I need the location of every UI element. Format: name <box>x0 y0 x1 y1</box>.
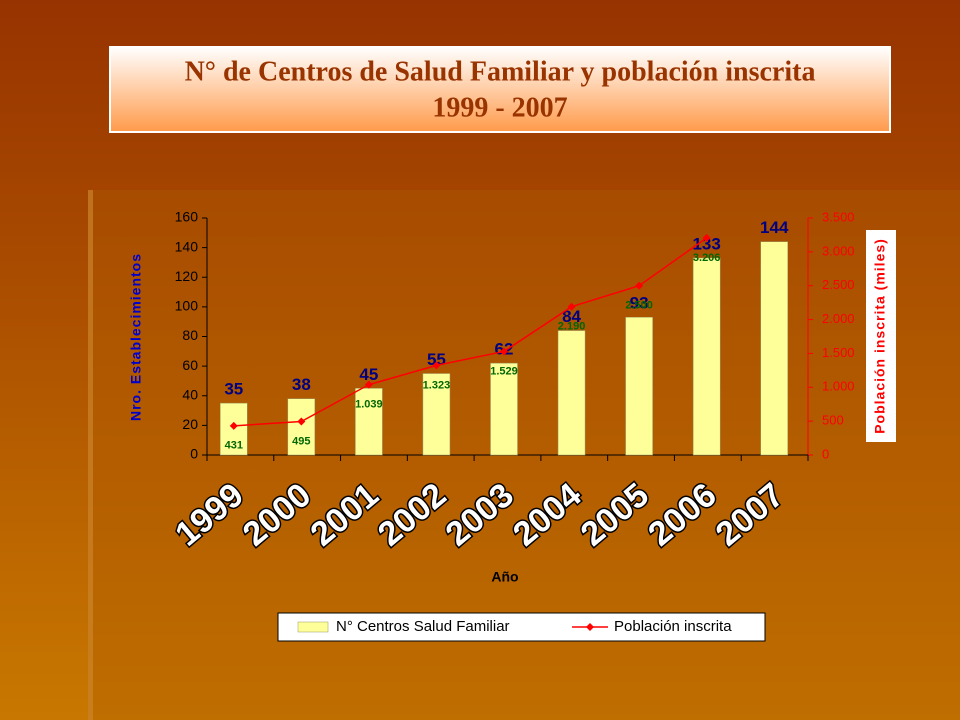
y2-tick-label: 0 <box>822 446 829 461</box>
chart-subtitle: 1999 - 2007 <box>432 92 567 123</box>
y-tick-label: 0 <box>190 446 198 462</box>
line-marker <box>432 361 441 370</box>
y2-tick-label: 2.000 <box>822 311 855 326</box>
legend-label: Población inscrita <box>614 618 732 635</box>
y2-tick-label: 3.500 <box>822 209 855 224</box>
bar <box>692 257 721 456</box>
line-marker <box>229 421 238 430</box>
bar-value-label: 35 <box>224 380 243 399</box>
decoration <box>88 190 93 720</box>
y-tick-label: 160 <box>175 209 199 225</box>
line-value-label: 1.529 <box>490 365 518 377</box>
bar <box>287 398 316 456</box>
y2-title-box <box>866 230 896 442</box>
line-marker <box>364 380 373 389</box>
line-value-label: 1.323 <box>423 379 451 391</box>
line <box>233 237 708 427</box>
line-value-label: 1.039 <box>355 399 383 411</box>
y-tick-label: 120 <box>175 268 199 284</box>
y2-tick-label: 1.000 <box>822 379 855 394</box>
bar-value-label: 38 <box>292 375 311 394</box>
y2-axis-title: Población inscrita (miles) <box>872 238 888 434</box>
legend <box>277 612 766 642</box>
title-box <box>109 46 891 133</box>
y-tick-label: 60 <box>182 357 198 373</box>
bar <box>557 330 586 456</box>
legend-marker <box>586 623 594 631</box>
bar <box>355 388 383 456</box>
line-value-label: 2.190 <box>558 321 586 333</box>
bar <box>490 362 518 456</box>
y2-tick-label: 1.500 <box>822 345 855 360</box>
line-value-label: 2.500 <box>625 300 653 312</box>
y-tick-label: 40 <box>182 386 198 402</box>
bar-value-label: 144 <box>760 218 789 237</box>
bar-value-label: 133 <box>692 234 720 253</box>
bar <box>422 373 451 456</box>
y-tick-label: 100 <box>175 298 199 314</box>
line-value-label: 3.206 <box>693 252 721 264</box>
line-marker <box>702 233 711 242</box>
chart-title: N° de Centros de Salud Familiar y poblac… <box>185 56 816 87</box>
line-marker <box>567 302 576 311</box>
legend-label: N° Centros Salud Familiar <box>336 618 510 635</box>
bar-value-label: 93 <box>630 294 649 313</box>
line-value-label: 431 <box>225 440 243 452</box>
line-marker <box>297 417 306 426</box>
y-tick-label: 140 <box>175 238 199 254</box>
bar <box>760 241 788 456</box>
bar <box>625 316 653 456</box>
x-axis-title: Año <box>491 569 518 585</box>
legend-swatch <box>297 621 329 633</box>
y-tick-label: 20 <box>182 416 198 432</box>
line-marker <box>635 281 644 290</box>
bar-value-label: 45 <box>359 365 378 384</box>
y2-tick-label: 3.000 <box>822 243 855 258</box>
y-axis-title: Nro. Establecimientos <box>128 253 144 421</box>
y-tick-label: 80 <box>182 327 198 343</box>
line-value-label: 495 <box>292 435 310 447</box>
y2-tick-label: 500 <box>822 413 844 428</box>
bar-value-label: 84 <box>562 307 581 326</box>
y2-tick-label: 2.500 <box>822 277 855 292</box>
line-marker <box>500 347 508 356</box>
